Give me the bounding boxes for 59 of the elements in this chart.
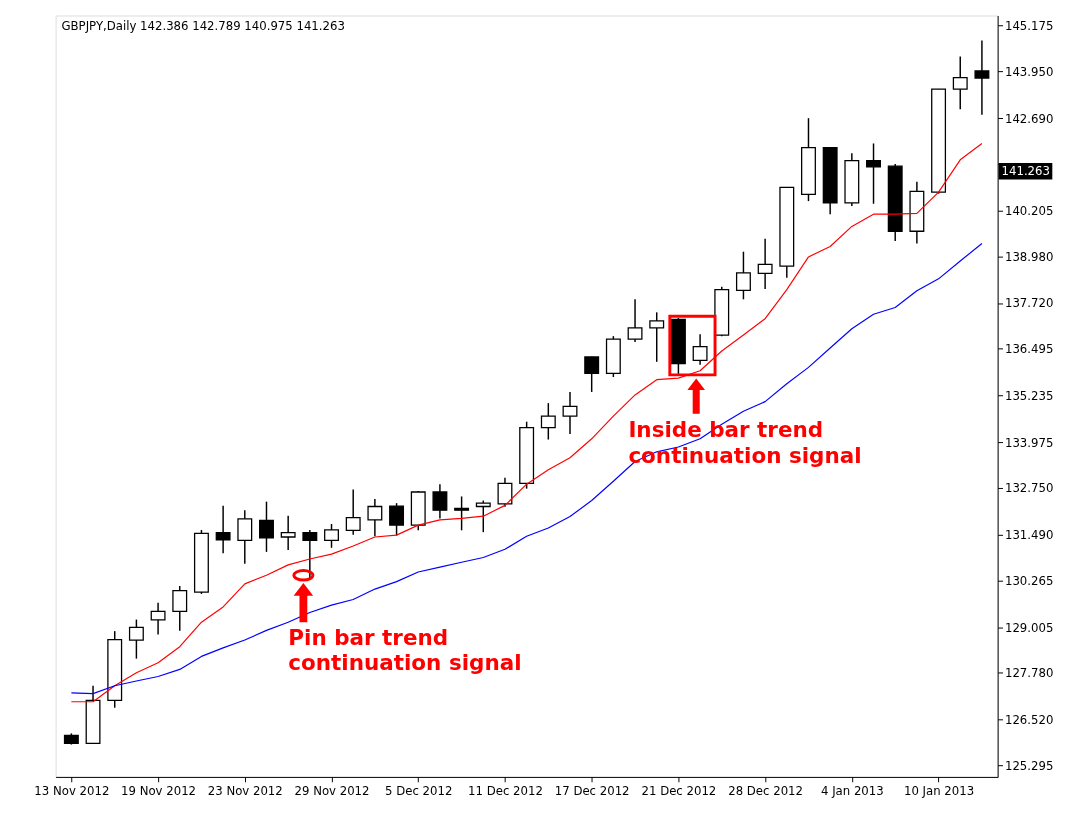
candlestick — [454, 495, 470, 532]
y-tick-label: 137.720 — [1004, 296, 1054, 311]
x-tick-label: 28 Dec 2012 — [728, 783, 803, 798]
y-tick-label: 131.490 — [1004, 528, 1054, 543]
x-tick-label: 21 Dec 2012 — [641, 783, 717, 798]
x-tick-label: 13 Nov 2012 — [34, 783, 110, 798]
y-tick-label: 136.495 — [1004, 342, 1054, 356]
y-tick-label: 127.780 — [1004, 666, 1054, 681]
x-tick-label: 4 Jan 2013 — [820, 783, 884, 798]
x-tick-label: 5 Dec 2012 — [385, 783, 453, 798]
annotation: Pin bar trend continuation signal — [288, 625, 522, 676]
y-tick-label: 138.980 — [1004, 249, 1054, 264]
y-tick-label: 133.975 — [1004, 435, 1054, 450]
y-tick-label: 142.690 — [1004, 111, 1054, 126]
chart-title: GBPJPY,Daily 142.386 142.789 140.975 141.263 — [61, 19, 345, 34]
x-tick-label: 19 Nov 2012 — [121, 783, 197, 798]
candlestick — [389, 502, 405, 537]
candlestick — [475, 499, 491, 533]
candlestick — [367, 498, 383, 537]
candlestick — [627, 298, 643, 343]
candlestick — [866, 142, 881, 205]
candlestick — [540, 402, 556, 441]
y-tick-label: 126.520 — [1004, 713, 1054, 728]
x-tick-label: 11 Dec 2012 — [468, 783, 543, 798]
candlestick — [584, 355, 600, 393]
text: 141.263 — [1001, 164, 1050, 179]
candlestick — [324, 523, 339, 549]
candlestick — [974, 39, 990, 116]
y-tick-label: 145.175 — [1004, 19, 1054, 34]
candlestick — [280, 515, 296, 551]
candlestick — [432, 483, 448, 520]
candlestick — [172, 585, 188, 632]
y-tick-label: 135.235 — [1004, 388, 1054, 403]
line-series — [70, 142, 983, 703]
y-tick-label: 143.950 — [1004, 64, 1054, 79]
x-tick-label: 23 Nov 2012 — [207, 783, 283, 798]
candlestick — [692, 333, 708, 366]
x-tick-label: 10 Jan 2013 — [903, 783, 975, 798]
candlestick — [215, 505, 231, 555]
candlestick — [497, 477, 513, 508]
x-tick-label: 29 Nov 2012 — [294, 783, 370, 798]
y-tick-label: 130.265 — [1004, 573, 1054, 588]
candlestick — [345, 488, 361, 536]
candlestick — [649, 311, 665, 363]
candlestick — [150, 602, 166, 636]
candlestick — [237, 509, 253, 565]
y-tick-label: 129.005 — [1004, 620, 1054, 635]
y-tick-label: 125.295 — [1004, 758, 1054, 773]
candlestick — [302, 529, 318, 580]
y-tick-label: 140.205 — [1004, 204, 1054, 218]
x-tick-label: 17 Dec 2012 — [554, 783, 630, 798]
candlestick — [952, 55, 968, 110]
line-series — [70, 242, 983, 695]
candlestick — [757, 237, 773, 290]
candlestick — [128, 618, 144, 660]
candlestick — [562, 391, 578, 435]
candlestick — [735, 250, 751, 301]
candlestick — [259, 500, 274, 553]
y-tick-label: 132.750 — [1004, 481, 1054, 496]
